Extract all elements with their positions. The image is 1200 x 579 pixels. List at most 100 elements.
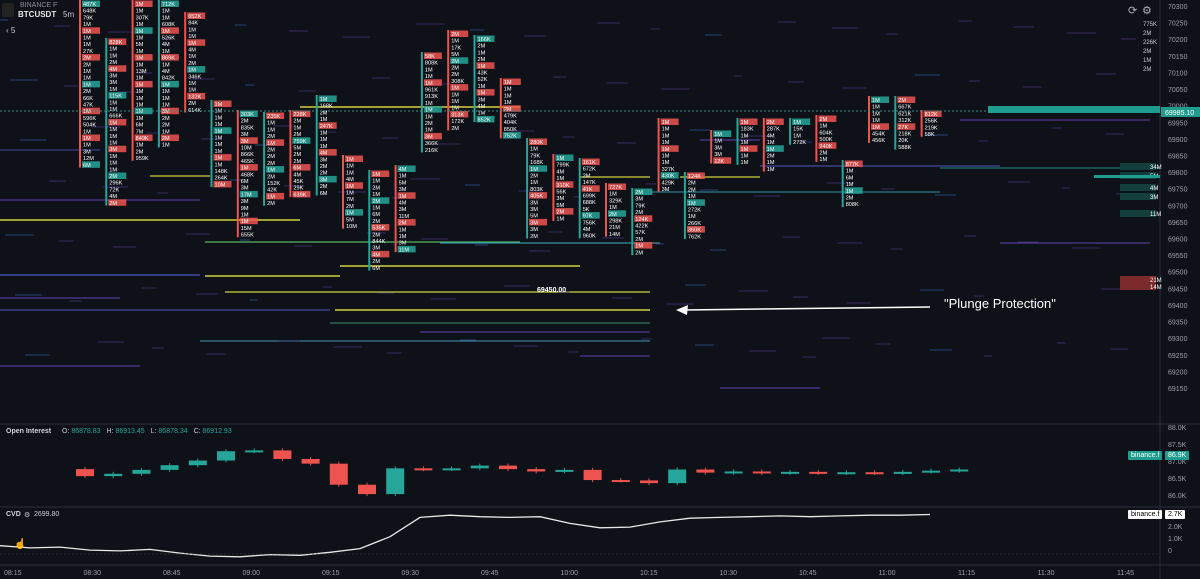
volume-cell-highlight xyxy=(134,27,153,34)
plunge-protection-annotation: "Plunge Protection" xyxy=(944,296,1056,311)
volume-cell: 219K xyxy=(925,125,938,131)
volume-cell-highlight xyxy=(476,115,495,123)
volume-cell: 1M xyxy=(346,170,354,176)
volume-cell-highlight xyxy=(213,180,232,188)
volume-cell-highlight xyxy=(134,0,153,7)
volume-cell: 1M xyxy=(136,29,144,35)
timeframe-label[interactable]: 5m xyxy=(63,10,75,19)
volume-cell: 1M xyxy=(83,42,91,48)
price-axis-label: 70300 xyxy=(1168,4,1188,11)
volume-cell: 3M xyxy=(241,186,249,192)
volume-cell-highlight xyxy=(134,134,153,141)
volume-cell: 4M xyxy=(399,167,407,173)
volume-cell-highlight xyxy=(739,118,758,125)
volume-cell-highlight xyxy=(502,78,521,85)
symbol-header[interactable]: BINANCE F BTCUSDT 5m ‹ 5 xyxy=(0,0,80,36)
volume-cell: 799K xyxy=(556,163,569,169)
volume-cell-highlight xyxy=(292,110,311,117)
volume-cell: 2M xyxy=(372,259,380,265)
volume-cell-highlight xyxy=(529,138,548,145)
oi-low: 86878.34 xyxy=(158,428,188,435)
volume-cell: 1M xyxy=(188,81,196,87)
volume-cell: 961K xyxy=(425,88,438,94)
volume-cell-highlight xyxy=(923,110,942,117)
price-axis[interactable]: 7030070250702007015070100700507000069950… xyxy=(1143,4,1200,393)
volume-cell: 2M xyxy=(293,159,301,165)
volume-cell-highlight xyxy=(555,181,574,188)
time-axis[interactable]: 08:15 08:30 08:45 09:00 09:15 09:30 09:45 10:00… xyxy=(4,570,1134,577)
volume-cell: 1M xyxy=(241,213,249,219)
volume-cell: 2M xyxy=(109,174,117,180)
volume-cell: 79K xyxy=(83,15,93,21)
volume-cell-highlight xyxy=(844,187,863,194)
time-axis-label: 11:45 xyxy=(1117,570,1134,577)
volume-cell-highlight xyxy=(634,215,653,222)
volume-tag-bg xyxy=(1120,193,1156,200)
volume-cell: 621K xyxy=(898,111,911,117)
volume-cell: 2M xyxy=(819,117,827,123)
volume-cell: 1M xyxy=(136,96,144,102)
volume-cell: 1M xyxy=(372,179,380,185)
volume-cell: 366K xyxy=(425,141,438,147)
cvd-settings-icon[interactable]: ⚙ xyxy=(24,512,31,519)
volume-cell: 1M xyxy=(215,102,223,108)
volume-cell: 27K xyxy=(898,125,908,131)
volume-cell: 1M xyxy=(741,147,749,153)
volume-cell-highlight xyxy=(397,219,416,226)
volume-cell: 727K xyxy=(609,185,622,191)
collapse-control[interactable]: ‹ 5 xyxy=(6,26,15,35)
volume-cell: 1M xyxy=(346,191,354,197)
volume-cell: 2M xyxy=(451,59,459,65)
volume-cell: 808K xyxy=(425,61,438,67)
volume-cell: 866K xyxy=(241,152,254,158)
volume-cell: 1M xyxy=(162,62,170,68)
volume-cell-highlight xyxy=(713,130,732,137)
volume-cell: 468K xyxy=(241,172,254,178)
volume-cell: 56K xyxy=(556,190,566,196)
volume-cell: 422K xyxy=(635,224,648,230)
volume-cell: 596K xyxy=(83,116,96,122)
volume-cell: 504K xyxy=(83,123,96,129)
volume-cell: 1M xyxy=(136,103,144,109)
volume-cell: 1M xyxy=(83,69,91,75)
volume-cell: 45K xyxy=(293,179,303,185)
volume-profile-bar xyxy=(988,106,1160,113)
volume-cell: 3M xyxy=(109,74,117,80)
volume-cell: 1M xyxy=(451,106,459,112)
volume-tag-label: 11M xyxy=(1150,212,1161,218)
volume-cell: 1M xyxy=(478,50,486,56)
volume-cell: 1M xyxy=(399,227,407,233)
volume-cell: 803K xyxy=(530,187,543,193)
volume-cell-highlight xyxy=(292,137,311,144)
volume-cell: 360K xyxy=(688,228,701,234)
volume-cell-highlight xyxy=(213,100,232,107)
refresh-icon[interactable]: ⟳ xyxy=(1128,5,1138,17)
volume-cell: 66K xyxy=(83,96,93,102)
volume-cell: 2M xyxy=(162,136,170,142)
volume-cell: 1M xyxy=(215,129,223,135)
volume-cell: 327K xyxy=(662,167,675,173)
volume-cell: 3M xyxy=(162,109,170,115)
cursor-icon[interactable]: ☝ xyxy=(14,539,27,550)
oi-candle xyxy=(217,451,235,461)
symbol-label[interactable]: BTCUSDT xyxy=(18,10,57,19)
volume-cell-highlight xyxy=(608,183,626,190)
volume-cell-highlight xyxy=(660,172,679,179)
volume-tag-bg xyxy=(1120,163,1156,170)
volume-cell: 1M xyxy=(267,121,275,127)
volume-cell: 147K xyxy=(583,180,596,186)
volume-cell: 1M xyxy=(504,80,512,86)
volume-cell-highlight xyxy=(82,0,100,7)
oi-candle xyxy=(414,468,433,471)
cvd-value: 2699.80 xyxy=(34,511,60,518)
volume-cell-highlight xyxy=(318,175,337,183)
volume-cell: 1M xyxy=(662,127,670,133)
volume-cell: 526K xyxy=(162,36,175,42)
volume-tag-label: 3M xyxy=(1150,195,1158,201)
price-axis-label: 69850 xyxy=(1168,153,1188,160)
settings-icon[interactable]: ⚙ xyxy=(1142,5,1152,17)
volume-cell-highlight xyxy=(423,52,442,59)
volume-cell-highlight xyxy=(266,166,285,173)
volume-cell: 762K xyxy=(688,234,701,240)
